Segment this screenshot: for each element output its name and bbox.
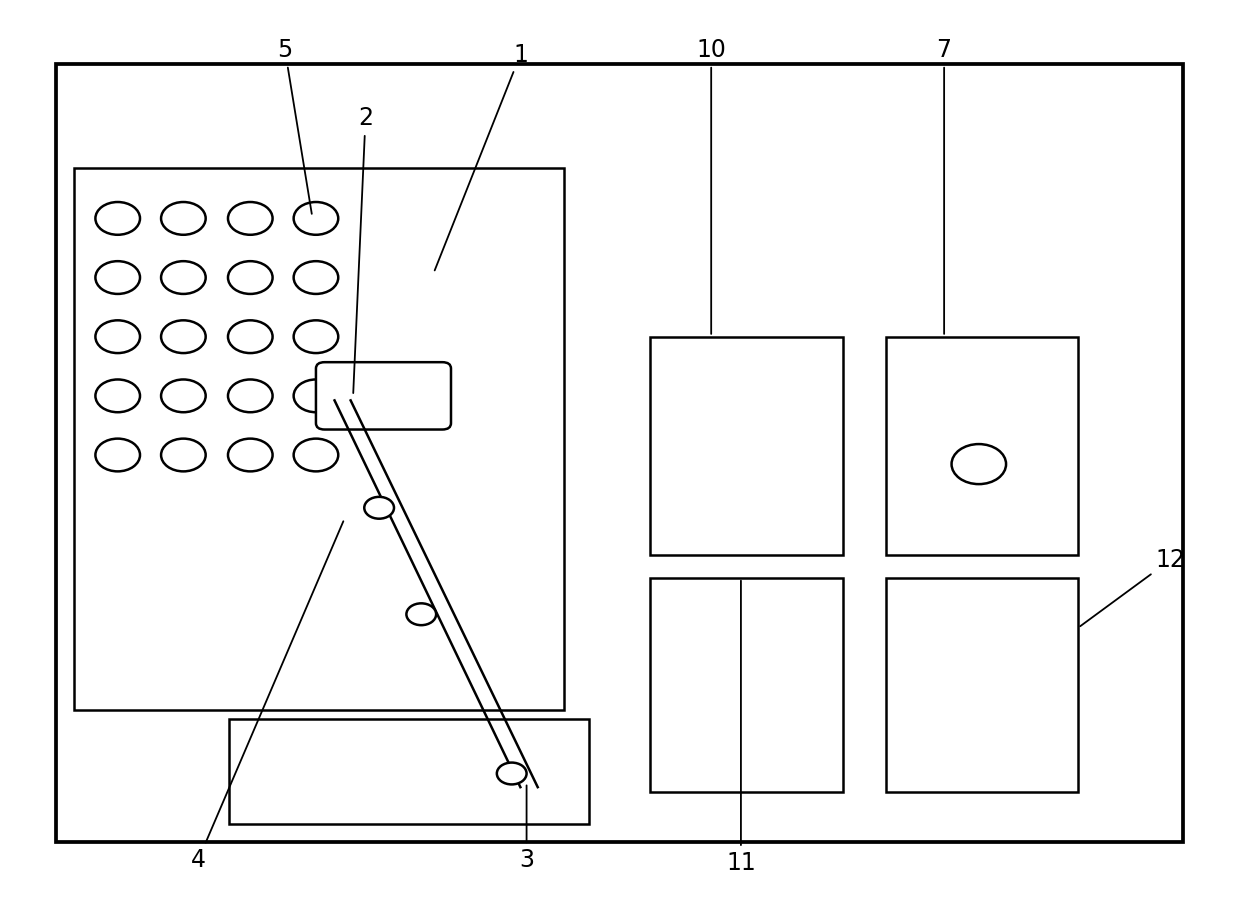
Circle shape: [95, 202, 140, 235]
Bar: [650, 337, 843, 555]
Text: 4: 4: [191, 521, 343, 872]
Text: 5: 5: [278, 38, 312, 214]
Bar: [650, 578, 843, 792]
Circle shape: [294, 261, 338, 294]
Circle shape: [161, 439, 206, 471]
Text: 1: 1: [435, 43, 528, 270]
Circle shape: [228, 320, 273, 353]
Circle shape: [294, 202, 338, 235]
Text: 3: 3: [519, 785, 534, 872]
Circle shape: [497, 763, 527, 784]
Circle shape: [161, 202, 206, 235]
Text: 11: 11: [726, 581, 756, 875]
Text: 10: 10: [696, 38, 726, 334]
Circle shape: [228, 202, 273, 235]
FancyBboxPatch shape: [316, 362, 451, 430]
Circle shape: [161, 379, 206, 412]
Text: 7: 7: [937, 38, 952, 334]
Circle shape: [228, 261, 273, 294]
Bar: [886, 337, 1078, 555]
Circle shape: [294, 320, 338, 353]
Circle shape: [161, 261, 206, 294]
Circle shape: [95, 320, 140, 353]
Circle shape: [952, 444, 1006, 484]
Circle shape: [228, 439, 273, 471]
Circle shape: [95, 439, 140, 471]
Circle shape: [294, 379, 338, 412]
Text: 12: 12: [1080, 548, 1186, 626]
Bar: [229, 719, 589, 824]
Circle shape: [161, 320, 206, 353]
Circle shape: [294, 439, 338, 471]
Bar: [74, 168, 564, 710]
Circle shape: [95, 379, 140, 412]
Circle shape: [95, 261, 140, 294]
Circle shape: [228, 379, 273, 412]
Bar: [886, 578, 1078, 792]
Circle shape: [364, 497, 394, 519]
Text: 2: 2: [353, 106, 373, 393]
Circle shape: [406, 603, 436, 625]
Bar: [56, 64, 1183, 842]
